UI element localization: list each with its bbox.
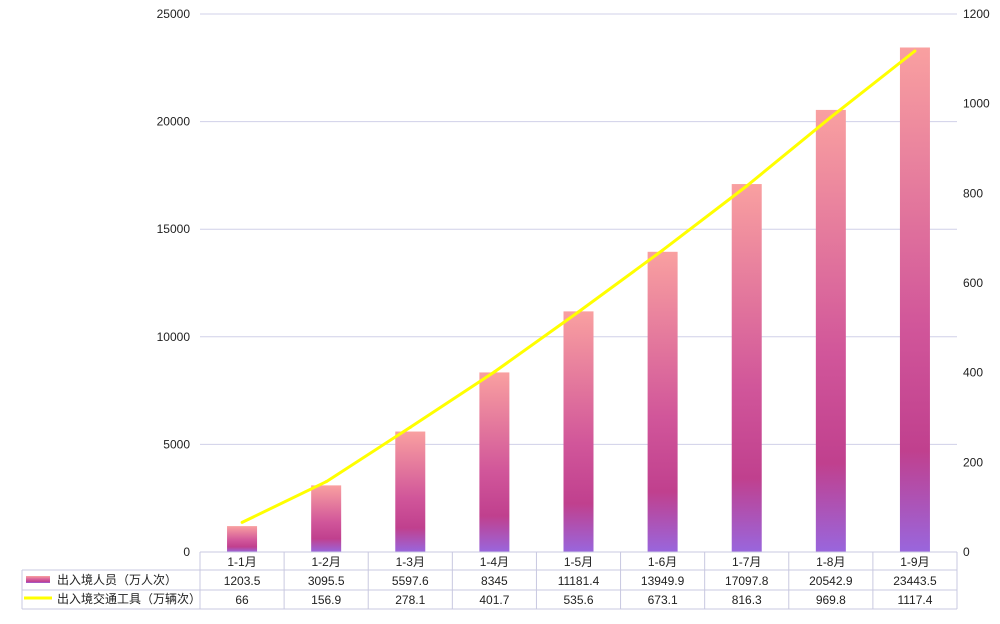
line-point xyxy=(324,480,328,484)
left-y-axis: 0 5000 10000 15000 20000 25000 xyxy=(157,7,191,559)
bar-value-label: 17097.8 xyxy=(725,574,769,588)
legend-row-line: 出入境交通工具（万辆次） xyxy=(24,591,201,606)
bar xyxy=(479,372,510,552)
legend-label-line: 出入境交通工具（万辆次） xyxy=(57,591,201,606)
bar xyxy=(899,47,930,552)
line-point xyxy=(577,310,580,314)
bar-value-label: 11181.4 xyxy=(558,574,600,588)
right-tick-label: 600 xyxy=(963,276,983,290)
line-point xyxy=(661,248,665,252)
right-tick-label: 0 xyxy=(963,545,970,559)
data-table: 出入境人员（万人次） 出入境交通工具（万辆次） 1-1月 1203.5 66 1-2月… xyxy=(21,551,958,610)
left-tick-label: 10000 xyxy=(157,330,191,344)
bar-value-label: 3095.5 xyxy=(308,574,345,588)
category-label: 1-3月 xyxy=(396,555,425,569)
left-tick-label: 20000 xyxy=(157,115,191,129)
line-point xyxy=(913,49,917,53)
line-value-label: 969.8 xyxy=(816,593,846,607)
bar-value-label: 5597.6 xyxy=(392,574,429,588)
category-label: 1-6月 xyxy=(648,555,677,569)
bar-value-label: 8345 xyxy=(481,574,508,588)
category-label: 1-1月 xyxy=(227,555,256,569)
line-value-label: 535.6 xyxy=(563,593,593,607)
line-value-label: 401.7 xyxy=(479,593,509,607)
left-tick-label: 0 xyxy=(183,545,190,559)
line-value-label: 1117.4 xyxy=(897,593,932,607)
bar xyxy=(647,251,678,552)
line-value-label: 673.1 xyxy=(648,593,678,607)
line-value-label: 278.1 xyxy=(395,593,425,607)
line-series xyxy=(240,49,917,524)
bar xyxy=(731,184,762,552)
bar-value-label: 1203.5 xyxy=(224,574,261,588)
right-tick-label: 1000 xyxy=(963,97,990,111)
category-label: 1-4月 xyxy=(480,555,509,569)
line-point xyxy=(745,184,749,188)
bar xyxy=(227,526,258,552)
right-tick-label: 1200 xyxy=(963,7,990,21)
line-value-label: 816.3 xyxy=(732,593,762,607)
left-tick-label: 5000 xyxy=(163,437,190,451)
right-tick-label: 800 xyxy=(963,186,983,200)
category-label: 1-7月 xyxy=(732,555,761,569)
bar-series xyxy=(227,47,930,552)
category-label: 1-9月 xyxy=(900,555,929,569)
right-y-axis: 0 200 400 600 800 1000 1200 xyxy=(963,7,990,559)
bar xyxy=(563,311,594,552)
bar-value-label: 20542.9 xyxy=(809,574,853,588)
line-point xyxy=(829,115,833,119)
line-point xyxy=(408,425,412,429)
category-label: 1-5月 xyxy=(564,555,593,569)
legend-swatch-bars xyxy=(26,576,50,583)
line-point xyxy=(492,370,496,374)
right-tick-label: 200 xyxy=(963,455,983,469)
line-value-label: 156.9 xyxy=(311,593,341,607)
bar-value-label: 23443.5 xyxy=(893,574,937,588)
line-point xyxy=(240,520,244,524)
right-tick-label: 400 xyxy=(963,366,983,380)
legend-row-bars: 出入境人员（万人次） xyxy=(26,572,177,587)
legend-label-bars: 出入境人员（万人次） xyxy=(57,572,177,587)
left-tick-label: 15000 xyxy=(157,222,191,236)
bar xyxy=(395,431,426,552)
bar xyxy=(311,485,342,552)
bar-value-label: 13949.9 xyxy=(641,574,685,588)
category-label: 1-8月 xyxy=(816,555,845,569)
line-value-label: 66 xyxy=(235,593,249,607)
left-tick-label: 25000 xyxy=(157,7,191,21)
category-label: 1-2月 xyxy=(311,555,340,569)
bar xyxy=(815,109,846,552)
